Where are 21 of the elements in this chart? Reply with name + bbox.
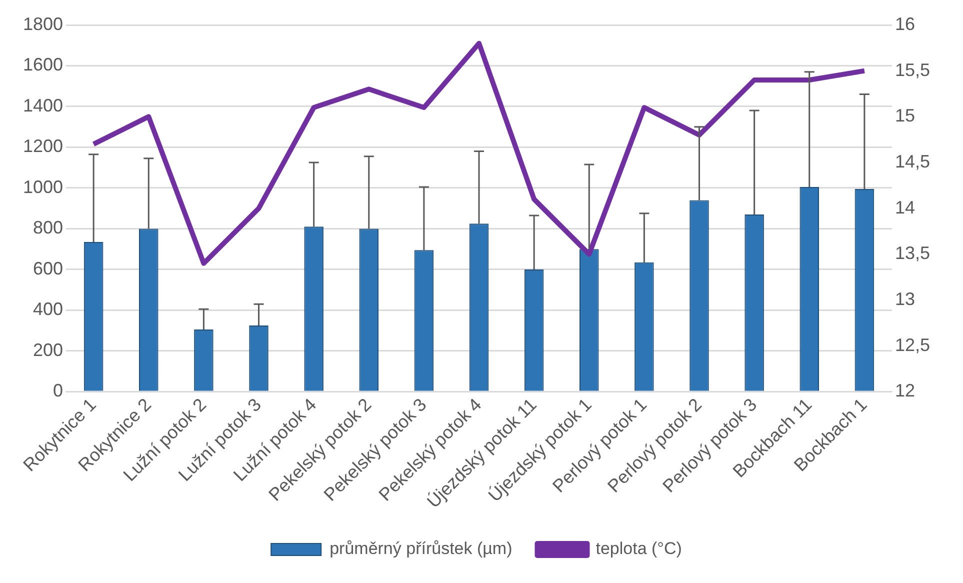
y-tick-label: 1800 xyxy=(22,14,64,34)
legend-label: průměrný přírůstek (µm) xyxy=(330,539,512,558)
y2-tick-label: 13 xyxy=(894,288,915,309)
y2-tick-label: 12 xyxy=(894,380,915,401)
y2-tick-label: 14 xyxy=(894,197,915,218)
y2-tick-label: 14,5 xyxy=(894,151,930,172)
y-tick-label: 400 xyxy=(32,299,64,320)
y-tick-label: 0 xyxy=(53,380,64,401)
y2-tick-label: 16 xyxy=(894,14,915,34)
y2-tick-label: 15,5 xyxy=(894,60,930,80)
legend-label: teplota (°C) xyxy=(596,539,682,558)
y-tick-label: 1600 xyxy=(22,54,64,75)
y-tick-label: 600 xyxy=(32,258,64,278)
y2-tick-label: 12,5 xyxy=(894,334,930,355)
y-tick-label: 800 xyxy=(32,218,64,238)
y-tick-label: 200 xyxy=(32,340,64,360)
y-tick-label: 1200 xyxy=(22,136,64,156)
y2-tick-label: 13,5 xyxy=(894,243,930,264)
y-tick-label: 1400 xyxy=(22,95,64,116)
y2-tick-label: 15 xyxy=(894,106,915,126)
y-tick-label: 1000 xyxy=(22,176,64,197)
